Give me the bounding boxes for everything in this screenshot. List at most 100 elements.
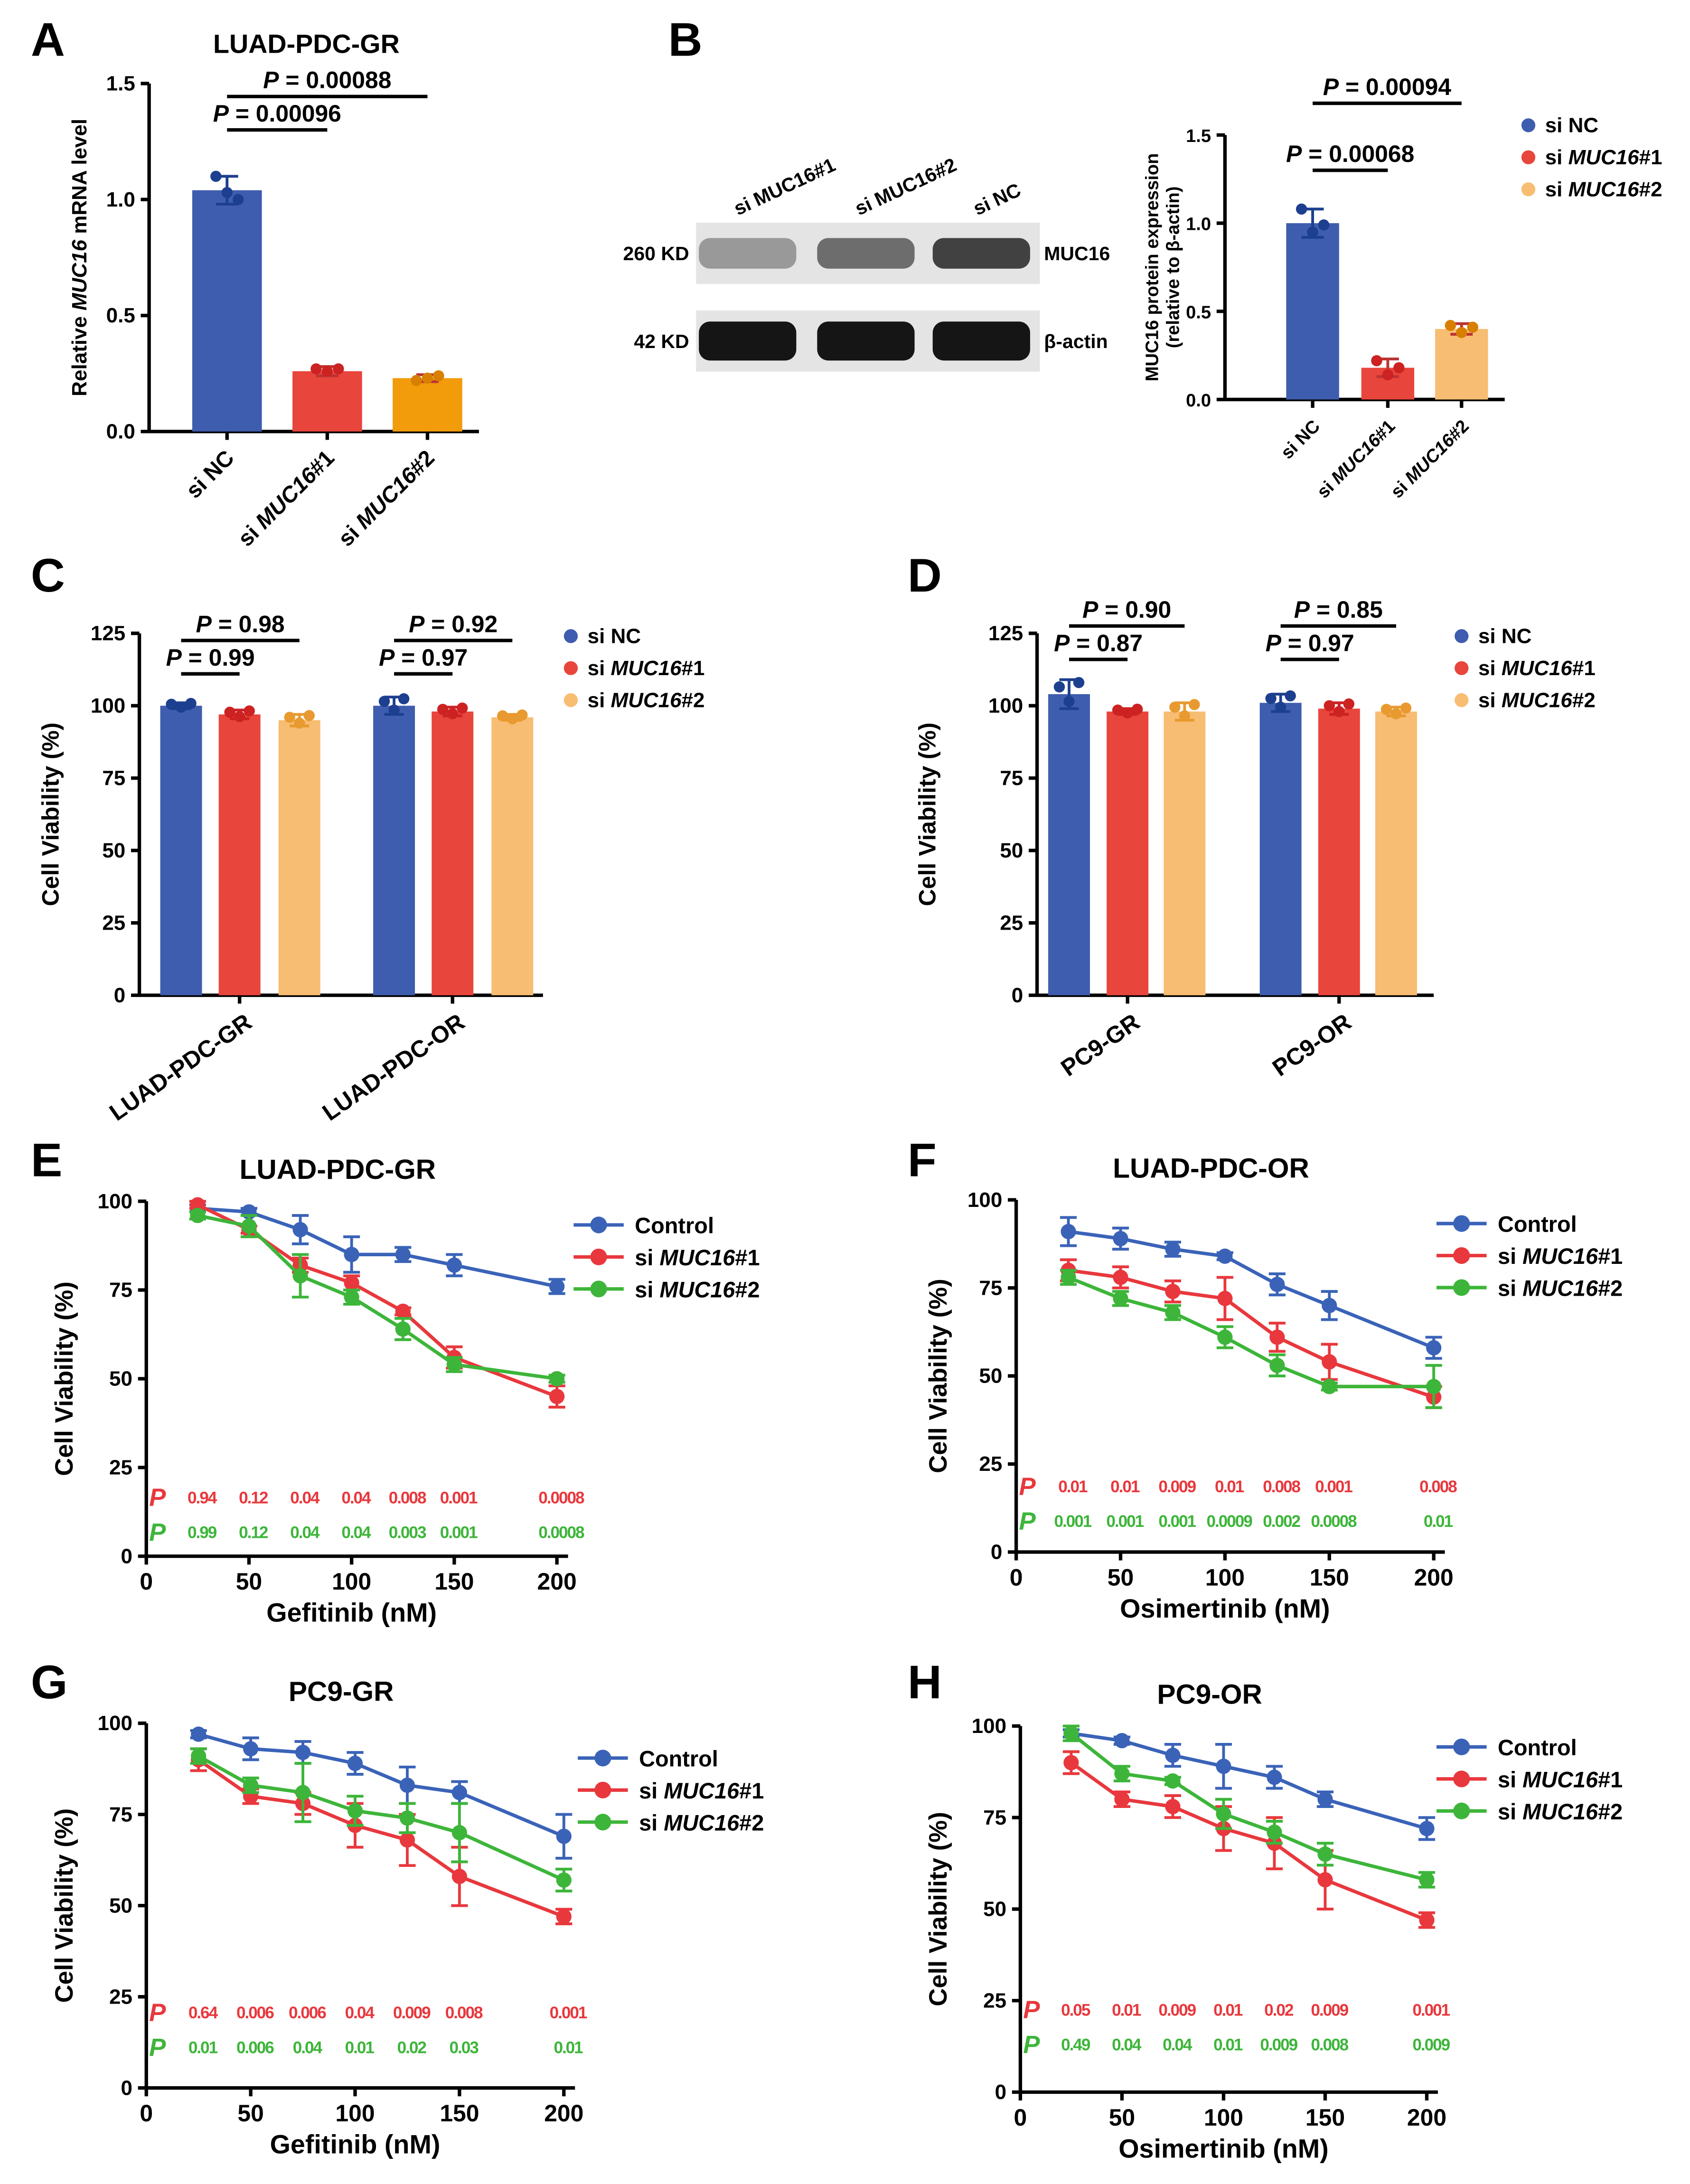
panel-e-data-point [190, 1207, 206, 1224]
panel-h-legend-marker [1453, 1802, 1470, 1819]
panel-e-data-point [549, 1371, 565, 1387]
panel-e-legend-label: si MUC16#1 [635, 1245, 760, 1270]
panel-f-x-tick-label: 50 [1108, 1564, 1134, 1591]
panel-d-p-label: P = 0.97 [1266, 630, 1354, 656]
panel-e-x-tick-label: 100 [332, 1568, 371, 1595]
blot-band [932, 238, 1030, 269]
panel-c-data-point [457, 702, 468, 714]
panel-g-y-tick-label: 75 [109, 1803, 132, 1826]
panel-b-data-point [1467, 321, 1478, 333]
panel-letter-G: G [31, 1656, 68, 1709]
panel-h-legend-label: Control [1498, 1735, 1577, 1760]
panel-b-y-tick-label: 0.5 [1186, 302, 1211, 322]
panel-e-p-value: 0.12 [239, 1488, 268, 1507]
panel-g-data-point [451, 1825, 468, 1841]
panel-h-legend-label: si MUC16#1 [1498, 1767, 1623, 1792]
panel-g-legend-marker [594, 1750, 611, 1767]
panel-a-y-tick-label: 0.0 [106, 420, 135, 443]
panel-g-p-value: 0.02 [397, 2038, 427, 2057]
panel-e-data-point [549, 1389, 565, 1404]
panel-d-data-point [1112, 704, 1124, 716]
panel-f-legend-marker [1453, 1279, 1470, 1296]
panel-f-y-label: Cell Viability (%) [924, 1279, 952, 1473]
panel-e-x-label: Gefitinib (nM) [266, 1598, 437, 1628]
panel-f-data-point [1061, 1224, 1076, 1240]
panel-e-y-tick-label: 75 [109, 1279, 132, 1302]
panel-e-x-tick-label: 0 [140, 1568, 153, 1595]
panel-c-y-tick-label: 100 [91, 694, 125, 717]
panel-c-data-point [224, 706, 235, 718]
panel-letter-E: E [31, 1134, 62, 1186]
panel-g-data-point [556, 1828, 572, 1844]
panel-g-p-row-label: P [149, 1999, 166, 2027]
panel-c-data-point [378, 696, 390, 707]
panel-e-y-tick-label: 0 [121, 1544, 132, 1568]
panel-d-y-label: Cell Viability (%) [914, 723, 941, 906]
panel-g-y-tick-label: 50 [109, 1894, 132, 1917]
panel-g-data-point [399, 1810, 415, 1826]
panel-d-x-tick-label: PC9-OR [1268, 1008, 1356, 1082]
panel-h-data-point [1114, 1766, 1130, 1781]
panel-g-data-point [451, 1785, 468, 1800]
panel-d-data-point [1275, 701, 1286, 713]
panel-f-p-value: 0.01 [1424, 1512, 1453, 1531]
panel-e-title: LUAD-PDC-GR [240, 1154, 436, 1185]
panel-b-y-label: MUC16 protein expression (relative to β-a… [1143, 153, 1183, 382]
panel-e-p-row-label: P [149, 1519, 166, 1547]
panel-b-data-point [1382, 369, 1394, 381]
panel-h-p-value: 0.04 [1112, 2036, 1142, 2054]
panel-c-data-point [166, 698, 177, 710]
panel-c-y-tick-label: 125 [91, 622, 125, 645]
panel-h-p-value: 0.04 [1163, 2036, 1192, 2054]
panel-f-data-point [1269, 1329, 1285, 1345]
panel-g-data-point [295, 1785, 311, 1800]
panel-h-data-point [1063, 1725, 1079, 1741]
panel-c-y-tick-label: 50 [102, 839, 125, 862]
panel-f-data-point [1061, 1270, 1076, 1285]
panel-h-data-point [1165, 1747, 1181, 1763]
panel-e-p-value: 0.001 [440, 1524, 478, 1542]
panel-b-data-point [1371, 355, 1382, 367]
panel-c-bar [218, 714, 261, 996]
panel-d-y-tick-label: 50 [1000, 839, 1023, 862]
panel-h-x-tick-label: 100 [1204, 2104, 1243, 2131]
panel-c-y-tick-label: 75 [102, 767, 125, 790]
panel-g-p-value: 0.006 [236, 2004, 274, 2022]
panel-e-p-value: 0.04 [290, 1524, 320, 1542]
panel-h-x-label: Osimertinib (nM) [1118, 2134, 1328, 2163]
panel-b-x-tick-label: si MUC16#2 [1387, 416, 1473, 502]
panel-f-p-value: 0.01 [1058, 1478, 1088, 1496]
panel-e-data-point [446, 1257, 462, 1273]
panel-f-x-tick-label: 100 [1205, 1564, 1245, 1591]
panel-a-bar [292, 371, 362, 432]
panel-h-p-value: 0.49 [1061, 2036, 1090, 2054]
panel-e-x-tick-label: 150 [434, 1568, 474, 1595]
panel-a-x-tick-label: si MUC16#1 [233, 445, 339, 551]
panel-e-data-point [344, 1247, 359, 1262]
panel-g-p-row-label: P [149, 2033, 166, 2062]
panel-f-data-point [1113, 1231, 1128, 1246]
panel-d-data-point [1343, 698, 1355, 710]
panel-d-x-tick-label: PC9-GR [1056, 1008, 1144, 1082]
panel-d-bar [1318, 708, 1360, 996]
panel-f-y-tick-label: 50 [979, 1365, 1002, 1388]
panel-f-x-tick-label: 0 [1010, 1564, 1023, 1591]
panel-e-legend-label: si MUC16#2 [635, 1277, 760, 1302]
blot-band [817, 238, 915, 269]
panel-c-bar [491, 717, 534, 996]
panel-h-p-value: 0.01 [1213, 2036, 1243, 2054]
panel-d-legend-label: si MUC16#2 [1478, 688, 1596, 712]
panel-g-data-point [295, 1744, 311, 1760]
panel-e-p-value: 0.0008 [538, 1488, 584, 1507]
panel-h-x-tick-label: 0 [1014, 2104, 1027, 2131]
panel-b-y-tick-label: 1.5 [1186, 126, 1211, 146]
panel-c-data-point [234, 711, 245, 723]
panel-f-p-value: 0.002 [1263, 1512, 1300, 1531]
panel-b-legend-label: si MUC16#2 [1545, 178, 1662, 201]
panel-b-y-tick-label: 0.0 [1186, 391, 1211, 411]
panel-g-p-value: 0.64 [188, 2004, 218, 2022]
panel-g-legend-label: Control [639, 1746, 718, 1771]
panel-c-y-tick-label: 25 [102, 911, 125, 934]
panel-f-p-value: 0.009 [1158, 1478, 1196, 1496]
panel-f-p-value: 0.001 [1158, 1512, 1196, 1531]
